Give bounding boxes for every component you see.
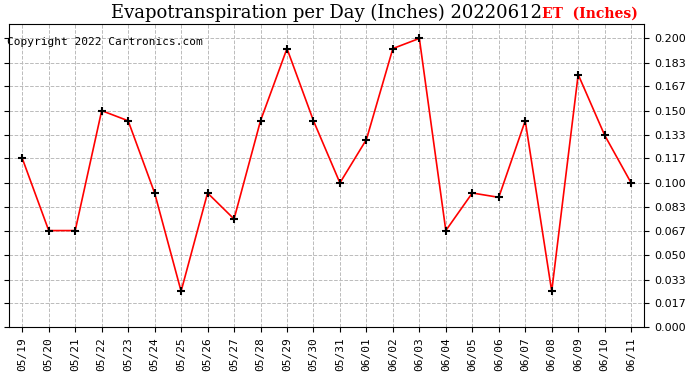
Text: Copyright 2022 Cartronics.com: Copyright 2022 Cartronics.com bbox=[7, 37, 203, 47]
Text: ET  (Inches): ET (Inches) bbox=[542, 6, 638, 20]
Title: Evapotranspiration per Day (Inches) 20220612: Evapotranspiration per Day (Inches) 2022… bbox=[111, 4, 542, 22]
